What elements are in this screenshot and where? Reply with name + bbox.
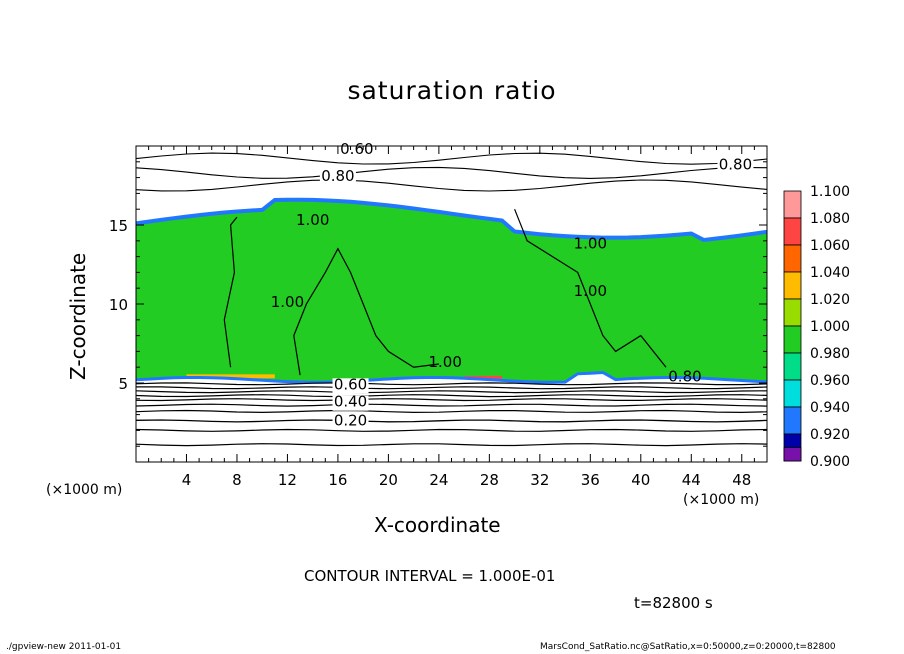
contour-line	[135, 382, 768, 386]
contour-label: 0.40	[334, 393, 367, 411]
contour-label: 0.80	[719, 156, 752, 174]
cloud-base-fringe	[135, 370, 768, 384]
contour-label-bg	[332, 378, 369, 394]
colorbar-swatch	[783, 325, 802, 354]
y-tick-label: 5	[118, 375, 128, 393]
contour-label-bg	[717, 158, 754, 174]
contour-label-bg	[319, 169, 356, 185]
chart-title: saturation ratio	[347, 76, 557, 105]
colorbar-label: 0.940	[810, 400, 850, 416]
contour-label: 1.00	[428, 353, 461, 371]
x-axis-label: X-coordinate	[374, 513, 501, 537]
contour-interval-text: CONTOUR INTERVAL = 1.000E-01	[304, 567, 556, 585]
x-tick-label: 12	[278, 471, 297, 489]
colorbar-label: 0.980	[810, 346, 850, 362]
x-unit-label-left: (×1000 m)	[46, 482, 123, 498]
contour-line	[135, 428, 768, 432]
colorbar-label: 1.100	[810, 184, 850, 200]
contour-line	[135, 443, 768, 447]
contour-label: 1.00	[296, 211, 329, 229]
x-unit-label-right: (×1000 m)	[683, 492, 760, 508]
contour-label: 0.80	[321, 167, 354, 185]
x-tick-label: 40	[631, 471, 650, 489]
contour-label: 0.20	[334, 412, 367, 430]
x-tick-label: 24	[429, 471, 448, 489]
colorbar-label: 1.000	[810, 319, 850, 335]
contour-line	[135, 166, 768, 179]
contour-label-bg	[338, 142, 375, 158]
x-tick-label: 48	[732, 471, 751, 489]
x-tick-label: 44	[682, 471, 701, 489]
colorbar-label: 1.040	[810, 265, 850, 281]
supersaturated-patch	[464, 375, 502, 379]
y-tick-label: 15	[109, 217, 128, 235]
contour-label: 1.00	[574, 235, 607, 253]
contour-line	[293, 247, 439, 376]
y-tick-label: 10	[109, 296, 128, 314]
x-tick-label: 16	[328, 471, 347, 489]
colorbar-label: 0.920	[810, 427, 850, 443]
footer-right: MarsCond_SatRatio.nc@SatRatio,x=0:50000,…	[540, 642, 836, 652]
x-tick-label: 32	[530, 471, 549, 489]
colorbar-label: 1.060	[810, 238, 850, 254]
contour-label: 0.80	[668, 367, 701, 385]
colorbar-swatch	[783, 190, 802, 219]
time-label: t=82800 s	[634, 594, 713, 612]
footer-left: ./gpview-new 2011-01-01	[6, 642, 122, 652]
colorbar-swatch	[783, 379, 802, 408]
cloud-top-fringe	[135, 197, 768, 243]
x-tick-label: 8	[232, 471, 242, 489]
contour-line	[223, 216, 238, 368]
colorbar-label: 0.900	[810, 454, 850, 470]
contour-label-bg	[332, 395, 369, 411]
contour-label: 1.00	[271, 293, 304, 311]
x-tick-label: 36	[581, 471, 600, 489]
colorbar-swatch	[783, 298, 802, 327]
colorbar-swatch	[783, 217, 802, 246]
colorbar: 1.100 1.080 1.060 1.040 1.020 1.000 0.980 0.960…	[783, 184, 850, 470]
x-tick-label: 28	[480, 471, 499, 489]
colorbar-swatch	[783, 447, 802, 462]
contour-labels: 0.60 0.80 0.80 1.00 1.00 1.00 1.00 1.00 0.80 0.60…	[271, 140, 754, 430]
contour-line	[135, 152, 768, 165]
x-tick-label: 20	[379, 471, 398, 489]
contour-line	[135, 394, 768, 398]
contour-line	[135, 419, 768, 423]
x-tick-label: 4	[182, 471, 192, 489]
colorbar-label: 0.960	[810, 373, 850, 389]
contour-label: 0.60	[334, 375, 367, 393]
contour-line	[135, 390, 768, 394]
contour-line	[135, 409, 768, 414]
colorbar-swatch	[783, 271, 802, 300]
contour-line	[135, 179, 768, 192]
colorbar-swatch	[783, 244, 802, 273]
colorbar-swatch	[783, 406, 802, 435]
contour-line	[135, 403, 768, 407]
contour-label: 0.60	[340, 140, 373, 158]
contour-line	[135, 398, 768, 402]
plot-area	[135, 146, 768, 462]
supersaturated-patch	[186, 374, 275, 379]
contour-label: 1.00	[574, 282, 607, 300]
colorbar-label: 1.020	[810, 292, 850, 308]
y-axis-label: Z-coordinate	[66, 252, 90, 380]
colorbar-swatch	[783, 352, 802, 381]
contour-line	[514, 208, 667, 368]
contour-label-bg	[332, 414, 369, 430]
contour-line	[136, 386, 768, 390]
contour-lines	[135, 152, 768, 447]
colorbar-label: 1.080	[810, 211, 850, 227]
